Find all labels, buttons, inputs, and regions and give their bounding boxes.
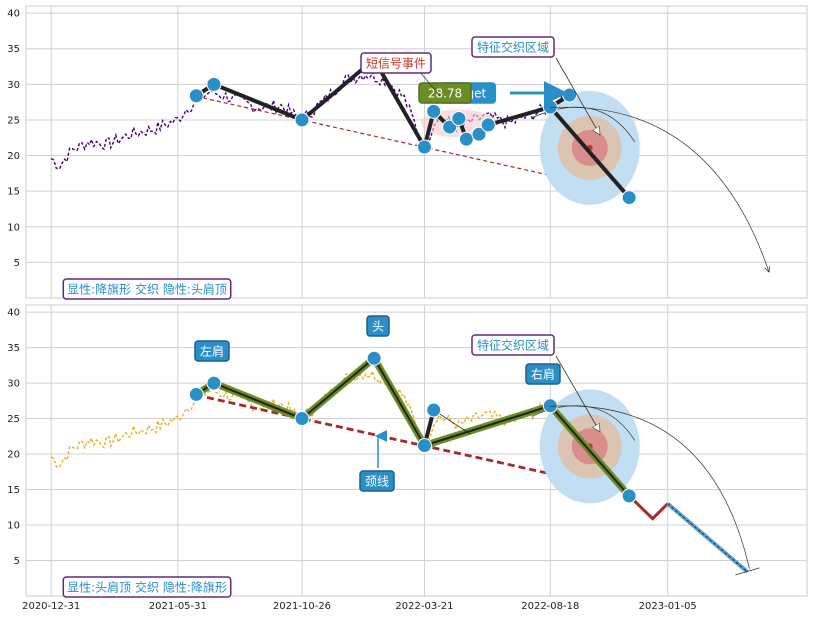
pattern-point (621, 488, 637, 504)
short-signal-pointer (419, 71, 441, 97)
pattern-caption-box (62, 576, 232, 598)
pattern-point (426, 103, 442, 119)
plot-area (25, 5, 808, 299)
pattern-point (471, 126, 487, 142)
pattern-point (206, 76, 222, 92)
y-tick-label: 25 (7, 414, 20, 425)
short-signal-label-box (360, 52, 432, 74)
feature-zone-label-box (471, 334, 555, 356)
top-panel: 510152025303540target28.78短信号事件特征交织区域显性:… (7, 5, 808, 300)
y-tick-label: 40 (7, 308, 20, 319)
left-shoulder-label: 左肩 (200, 343, 224, 358)
right-shoulder-label-box (525, 363, 561, 385)
short-signal-label: 短信号事件 (366, 56, 426, 70)
pattern-point (621, 190, 637, 206)
neckline-label-box (359, 470, 395, 492)
y-tick-label: 30 (7, 379, 20, 390)
target-value-label: 28.78 (428, 86, 462, 100)
pattern-caption: 显性:降旗形 交织 隐性:头肩顶 (67, 281, 227, 296)
y-tick-label: 10 (7, 222, 20, 233)
head-label-box (366, 315, 390, 337)
feature-zone-label: 特征交织区域 (477, 337, 549, 352)
x-tick-label: 2020-12-31 (22, 601, 80, 612)
head-label: 头 (372, 319, 384, 333)
pattern-point (416, 139, 432, 155)
pattern-point (451, 111, 467, 127)
x-tick-label: 2021-10-26 (273, 601, 331, 612)
neckline-label: 颈线 (365, 474, 389, 488)
plot-area (25, 304, 808, 597)
pattern-point (206, 375, 222, 391)
pattern-point (542, 99, 558, 115)
pattern-caption-box (62, 278, 232, 300)
y-tick-label: 15 (7, 485, 20, 496)
x-tick-label: 2021-05-31 (149, 601, 207, 612)
x-tick-label: 2023-01-05 (639, 601, 697, 612)
price-line (50, 369, 551, 469)
y-tick-label: 20 (7, 151, 20, 162)
y-tick-label: 35 (7, 343, 20, 354)
projection-red (628, 494, 669, 521)
curved-arrow (549, 405, 750, 569)
pattern-point (294, 411, 310, 427)
y-tick-label: 5 (14, 556, 20, 567)
pattern-point (366, 350, 382, 366)
pattern-point (294, 112, 310, 128)
y-tick-label: 15 (7, 187, 20, 198)
feature-zone-arrow (555, 57, 600, 135)
projection-blue-center (667, 503, 748, 573)
x-tick-label: 2022-08-18 (521, 601, 579, 612)
x-tick-label: 2022-03-21 (395, 601, 453, 612)
pattern-point (188, 88, 204, 104)
y-tick-label: 35 (7, 44, 20, 55)
feature-zone-label: 特征交织区域 (477, 39, 549, 54)
pattern-point (458, 131, 474, 147)
pattern-point (426, 402, 442, 418)
y-tick-label: 20 (7, 450, 20, 461)
neckline (195, 393, 549, 475)
y-tick-label: 10 (7, 521, 20, 532)
pattern-point (416, 438, 432, 454)
y-tick-label: 25 (7, 115, 20, 126)
pattern-point (480, 117, 496, 133)
left-shoulder-label-box (194, 340, 230, 362)
feature-zone-label-box (471, 36, 555, 58)
curved-arrow (549, 106, 769, 272)
right-shoulder-label: 右肩 (531, 366, 555, 381)
pattern-point (442, 119, 458, 135)
pattern-caption: 显性:头肩顶 交织 隐性:降旗形 (67, 579, 227, 594)
pattern-point (188, 386, 204, 402)
forecast-path (548, 105, 631, 199)
y-tick-label: 5 (14, 258, 20, 269)
feature-zone-arrow (555, 355, 600, 432)
bottom-panel: 5 10 15 20 25 30 35 40 2020-12-31 2021-05-31 2021-… (7, 304, 808, 612)
curved-arrow-tick (735, 567, 760, 576)
y-tick-label: 30 (7, 80, 20, 91)
y-tick-label: 40 (7, 9, 20, 20)
target-value-label-box (418, 82, 472, 104)
